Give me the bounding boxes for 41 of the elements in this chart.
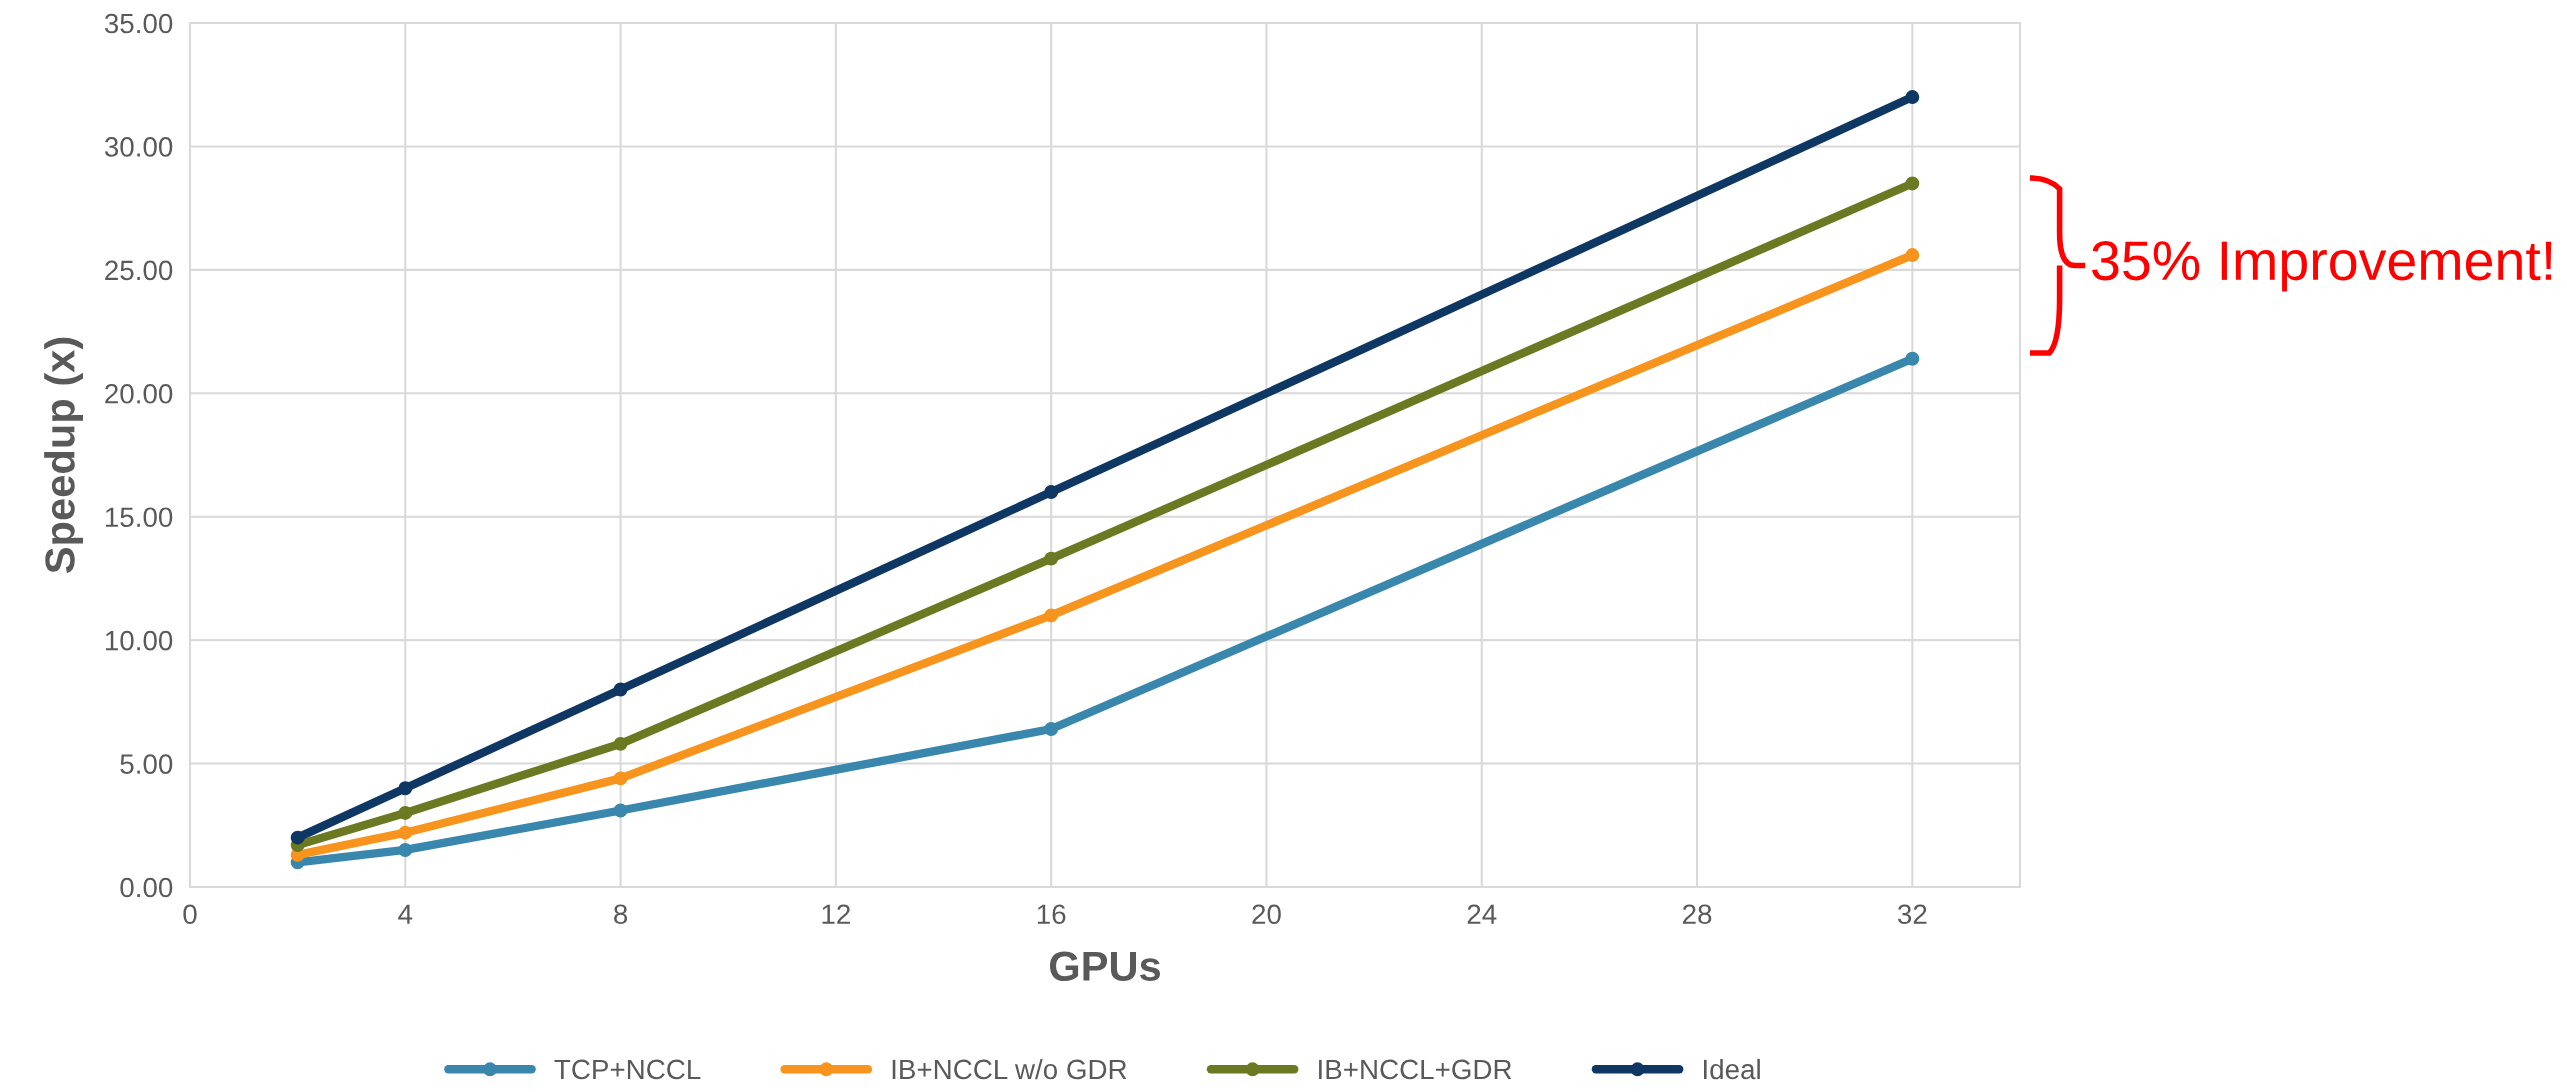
point: [398, 825, 413, 840]
x-tick-label: 24: [1467, 904, 1497, 924]
y-tick-label: 35.00: [104, 13, 173, 34]
x-tick-label: 28: [1683, 904, 1712, 925]
x-tick-label: 0: [183, 904, 197, 925]
point: [613, 771, 628, 786]
point: [398, 805, 413, 820]
point: [1044, 722, 1059, 736]
x-tick-label: 4: [398, 904, 413, 924]
y-tick-label: 0.00: [120, 877, 173, 898]
legend-label: IB+NCCL w/o GDR: [892, 1058, 1127, 1080]
x-tick-label: 12: [822, 904, 850, 924]
y-axis-title: Speedup (x): [44, 337, 83, 574]
point: [1905, 90, 1920, 105]
y-tick-label: 15.00: [105, 507, 173, 528]
legend-label: TCP+NCCL: [554, 1059, 701, 1080]
x-tick-label: 8: [614, 904, 628, 925]
point: [290, 830, 305, 845]
point: [1044, 608, 1059, 623]
point: [613, 682, 628, 697]
point: [1044, 551, 1059, 566]
y-tick-label: 30.00: [104, 137, 173, 157]
point: [1905, 248, 1920, 262]
point: [1905, 176, 1920, 191]
point: [613, 803, 628, 818]
point: [1905, 351, 1920, 366]
point: [1044, 485, 1059, 499]
x-tick-label: 20: [1252, 904, 1281, 925]
text: 35% Improvement!: [2092, 241, 2552, 292]
legend-label: Ideal: [1704, 1058, 1760, 1080]
y-tick-label: 10.00: [105, 630, 173, 651]
x-tick-label: 16: [1037, 904, 1066, 925]
y-tick-label: 25.00: [105, 260, 173, 281]
point: [613, 736, 628, 751]
point: [398, 843, 413, 857]
y-tick-label: 20.00: [105, 383, 173, 404]
legend-label: IB+NCCL+GDR: [1319, 1059, 1512, 1080]
y-tick-label: 5.00: [120, 754, 173, 774]
x-tick-label: 32: [1897, 904, 1927, 925]
point: [398, 781, 413, 796]
x-axis-title: GPUs: [1049, 951, 1161, 981]
